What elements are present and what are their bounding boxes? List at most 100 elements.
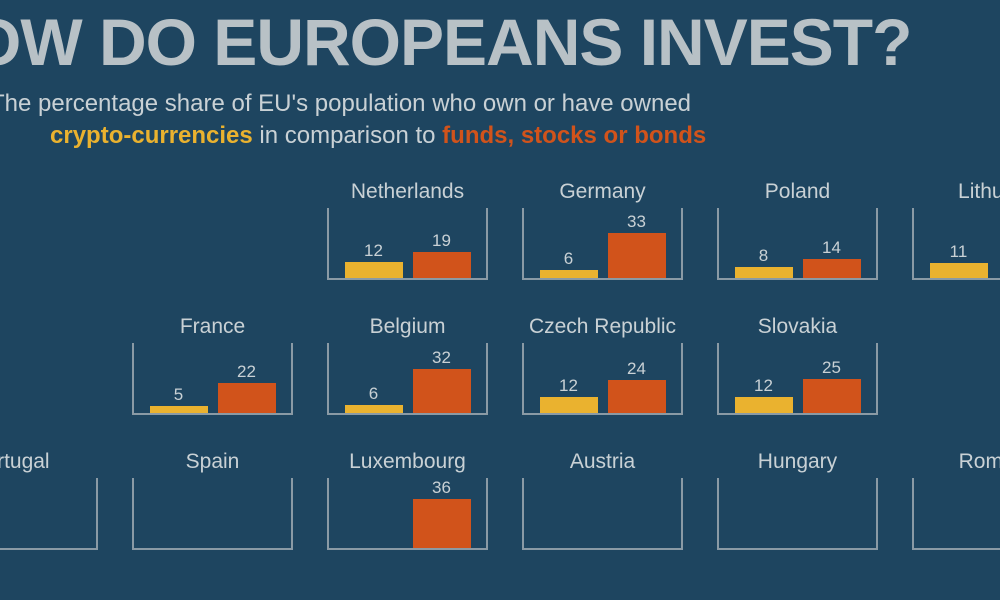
funds-bar-wrap: 36 — [413, 478, 471, 548]
subtitle-mid: in comparison to — [253, 122, 442, 149]
country-label: Roman — [900, 450, 1000, 474]
country-cell: Czech Republic 12 24 — [510, 315, 695, 415]
country-label: Lithuan — [900, 180, 1000, 204]
country-label: Netherlands — [315, 180, 500, 204]
subtitle-highlight-crypto: crypto-currencies — [50, 122, 253, 149]
country-label: Czech Republic — [510, 315, 695, 339]
chart-box — [0, 478, 98, 550]
funds-bar-wrap — [218, 527, 276, 548]
funds-value: 19 — [432, 231, 451, 251]
funds-bar-wrap: 32 — [413, 348, 471, 413]
chart-box: 6 33 — [522, 208, 683, 280]
crypto-bar — [735, 267, 793, 278]
subtitle: The percentage share of EU's population … — [0, 88, 706, 153]
funds-bar — [608, 380, 666, 413]
crypto-value — [566, 527, 571, 547]
crypto-bar — [540, 397, 598, 413]
page-title: OW DO EUROPEANS INVEST? — [0, 4, 911, 80]
chart-box: 6 32 — [327, 343, 488, 415]
country-label: Poland — [705, 180, 890, 204]
funds-value — [49, 527, 54, 547]
country-cell: Poland 8 14 — [705, 180, 890, 280]
chart-box: 11 — [912, 208, 1000, 280]
funds-bar-wrap: 33 — [608, 212, 666, 278]
country-cell: Slovakia 12 25 — [705, 315, 890, 415]
funds-bar-wrap: 19 — [413, 231, 471, 278]
crypto-value — [176, 527, 181, 547]
crypto-value: 11 — [950, 242, 968, 262]
crypto-bar-wrap: 8 — [735, 246, 793, 278]
country-cell: ortugal — [0, 450, 110, 550]
crypto-bar-wrap — [540, 527, 598, 548]
crypto-value: 6 — [369, 384, 378, 404]
funds-value: 32 — [432, 348, 451, 368]
chart-box: 36 — [327, 478, 488, 550]
country-cell: Roman — [900, 450, 1000, 550]
country-cell: Lithuan 11 — [900, 180, 1000, 280]
crypto-value — [761, 527, 766, 547]
country-label: Austria — [510, 450, 695, 474]
country-cell: Netherlands 12 19 — [315, 180, 500, 280]
crypto-bar — [345, 262, 403, 278]
country-label: ortugal — [0, 450, 110, 474]
crypto-value: 5 — [174, 385, 183, 405]
chart-box: 5 22 — [132, 343, 293, 415]
chart-box: 12 24 — [522, 343, 683, 415]
crypto-bar — [150, 406, 208, 413]
crypto-bar — [930, 263, 988, 278]
crypto-value: 12 — [364, 241, 383, 261]
country-cell: Hungary — [705, 450, 890, 550]
funds-value: 36 — [432, 478, 451, 498]
funds-value: 33 — [627, 212, 646, 232]
crypto-value: 8 — [759, 246, 768, 266]
chart-box — [717, 478, 878, 550]
funds-bar — [413, 369, 471, 413]
subtitle-pre: The percentage share of EU's population … — [0, 90, 691, 117]
crypto-value — [956, 527, 961, 547]
crypto-value: 12 — [754, 376, 773, 396]
funds-bar-wrap — [608, 527, 666, 548]
funds-bar-wrap: 22 — [218, 362, 276, 413]
crypto-bar-wrap: 5 — [150, 385, 208, 413]
funds-bar — [803, 259, 861, 278]
country-label: Hungary — [705, 450, 890, 474]
crypto-bar-wrap — [930, 527, 988, 548]
crypto-bar-wrap: 12 — [735, 376, 793, 413]
crypto-bar-wrap: 6 — [540, 249, 598, 278]
funds-bar-wrap: 25 — [803, 358, 861, 413]
crypto-bar-wrap: 6 — [345, 384, 403, 413]
crypto-value: 12 — [559, 376, 578, 396]
funds-bar-wrap — [23, 527, 81, 548]
crypto-bar-wrap: 12 — [540, 376, 598, 413]
crypto-bar-wrap — [150, 527, 208, 548]
funds-value: 14 — [822, 238, 841, 258]
funds-value: 24 — [627, 359, 646, 379]
chart-box — [912, 478, 1000, 550]
funds-value: 22 — [237, 362, 256, 382]
country-label: Luxembourg — [315, 450, 500, 474]
country-label: France — [120, 315, 305, 339]
funds-bar — [413, 252, 471, 278]
crypto-bar-wrap: 11 — [930, 242, 988, 278]
funds-value — [634, 527, 639, 547]
funds-bar — [218, 383, 276, 413]
country-cell: Austria — [510, 450, 695, 550]
funds-value — [244, 527, 249, 547]
country-label: Germany — [510, 180, 695, 204]
crypto-bar-wrap — [0, 527, 13, 548]
chart-box: 12 19 — [327, 208, 488, 280]
country-cell: France 5 22 — [120, 315, 305, 415]
crypto-value — [371, 527, 376, 547]
country-label: Slovakia — [705, 315, 890, 339]
crypto-bar — [735, 397, 793, 413]
chart-box — [522, 478, 683, 550]
country-label: Spain — [120, 450, 305, 474]
funds-bar — [803, 379, 861, 413]
funds-value — [829, 527, 834, 547]
country-cell: Spain — [120, 450, 305, 550]
country-cell: Germany 6 33 — [510, 180, 695, 280]
crypto-bar — [345, 405, 403, 413]
subtitle-highlight-funds: funds, stocks or bonds — [442, 122, 706, 149]
crypto-bar-wrap — [345, 527, 403, 548]
crypto-value: 6 — [564, 249, 573, 269]
